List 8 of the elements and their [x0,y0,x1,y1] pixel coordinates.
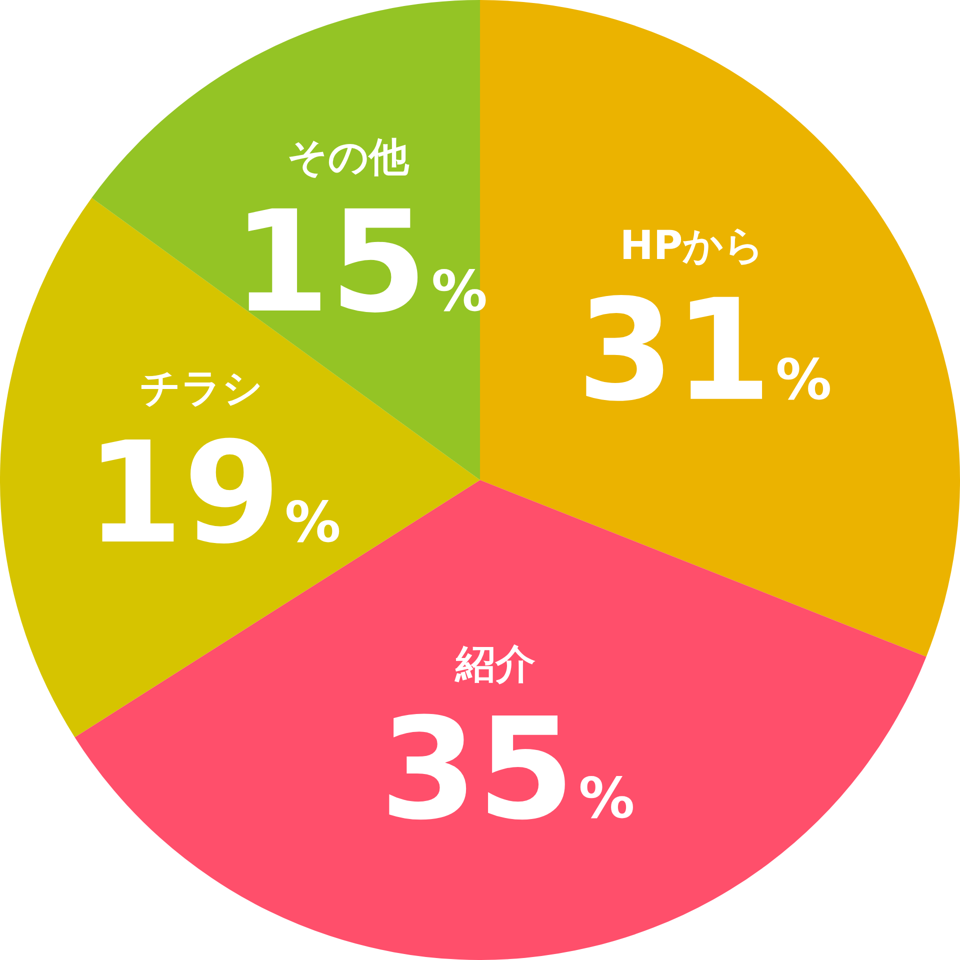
slice-label: 紹介 [454,642,536,688]
slice-label: HPから [620,222,765,269]
data-label: 19% [86,412,341,576]
data-label: 31% [576,270,832,433]
slice-label: その他 [286,134,410,180]
data-label: 15% [232,181,488,344]
data-label: 35% [380,688,635,852]
slice-label: チラシ [140,366,263,412]
